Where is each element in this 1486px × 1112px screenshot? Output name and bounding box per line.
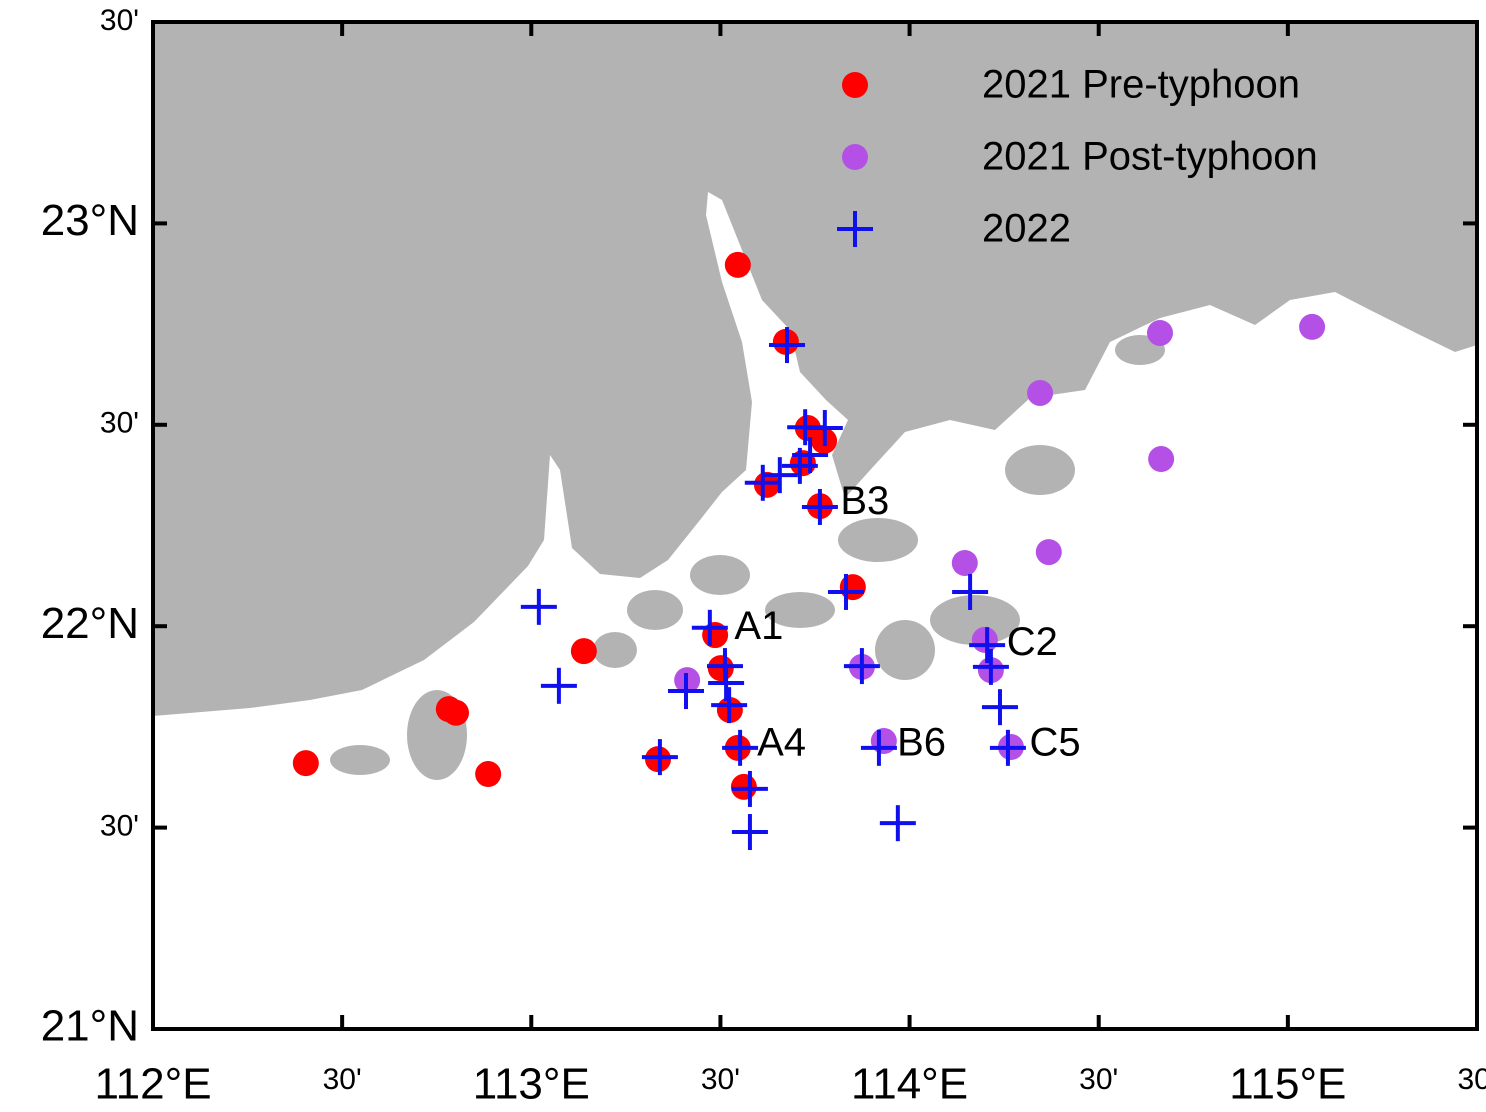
- plus-marker: [801, 488, 838, 525]
- plus-marker: [806, 410, 843, 447]
- circle-marker: [842, 144, 868, 170]
- x-tick-label: 30': [323, 1063, 362, 1096]
- plus-marker: [781, 447, 818, 484]
- island: [330, 745, 390, 775]
- y-tick-label: 23°N: [41, 196, 139, 245]
- circle-marker: [1035, 539, 1062, 566]
- y-tick-label: 22°N: [41, 599, 139, 648]
- station-label: A1: [734, 604, 783, 648]
- circle-marker: [1299, 313, 1326, 340]
- y-tick-label: 21°N: [41, 1002, 139, 1051]
- island: [930, 595, 1020, 645]
- circle-marker: [870, 727, 897, 754]
- plus-marker: [981, 689, 1018, 726]
- station-label: B6: [897, 721, 946, 765]
- circle-marker: [951, 549, 978, 576]
- legend-label: 2022: [982, 207, 1071, 251]
- x-tick-label: 113°E: [473, 1060, 590, 1109]
- circle-marker: [753, 471, 780, 498]
- plus-marker: [641, 739, 678, 776]
- station-label: C2: [1007, 620, 1058, 664]
- x-tick-label: 115°E: [1229, 1060, 1346, 1109]
- island: [838, 518, 918, 562]
- y-tick-label: 30': [100, 4, 139, 37]
- circle-marker: [724, 251, 751, 278]
- circle-marker: [1027, 379, 1054, 406]
- circle-marker: [842, 72, 868, 98]
- plus-marker: [691, 609, 728, 646]
- plus-marker: [520, 588, 557, 625]
- plus-marker: [952, 573, 989, 610]
- x-tick-label: 112°E: [94, 1060, 211, 1109]
- circle-marker: [1146, 319, 1173, 346]
- plus-marker: [711, 687, 748, 724]
- plus-marker: [837, 211, 873, 247]
- island: [627, 590, 683, 630]
- land: [153, 22, 1477, 780]
- plus-marker: [731, 770, 768, 807]
- circle-marker: [443, 699, 470, 726]
- plus-marker: [989, 729, 1026, 766]
- plus-marker: [731, 814, 768, 851]
- plus-marker: [708, 664, 745, 701]
- coastline: [153, 22, 1477, 716]
- plus-marker: [744, 464, 781, 501]
- plus-marker: [722, 729, 759, 766]
- circle-marker: [730, 773, 757, 800]
- plus-marker: [769, 327, 806, 364]
- circle-marker: [570, 638, 597, 665]
- circle-marker: [292, 750, 319, 777]
- x-tick-label: 30': [1079, 1063, 1118, 1096]
- island: [875, 620, 935, 680]
- plus-marker: [761, 457, 798, 494]
- plot-frame: [151, 20, 1479, 1031]
- x-tick-label: 30': [701, 1063, 740, 1096]
- station-label: C5: [1029, 721, 1080, 765]
- circle-marker: [1148, 446, 1175, 473]
- plus-marker: [879, 805, 916, 842]
- plus-marker: [540, 667, 577, 704]
- plus-marker: [860, 729, 897, 766]
- plus-marker: [668, 673, 705, 710]
- x-tick-label: 114°E: [851, 1060, 968, 1109]
- plus-marker: [828, 573, 865, 610]
- y-tick-label: 30': [100, 810, 139, 843]
- y-tick-label: 30': [100, 407, 139, 440]
- island: [765, 592, 835, 628]
- circle-marker: [707, 655, 734, 682]
- plus-marker: [972, 648, 1009, 685]
- island: [593, 632, 637, 668]
- x-tick-label: 30': [1457, 1063, 1486, 1096]
- station-label: A4: [757, 721, 806, 765]
- legend-label: 2021 Post-typhoon: [982, 135, 1318, 179]
- plus-marker: [969, 627, 1006, 664]
- legend-label: 2021 Pre-typhoon: [982, 63, 1300, 107]
- circle-marker: [971, 626, 998, 653]
- island: [690, 555, 750, 595]
- circle-marker: [475, 761, 502, 788]
- circle-marker: [839, 574, 866, 601]
- plus-marker: [843, 648, 880, 685]
- island: [1005, 445, 1075, 495]
- station-label: B3: [840, 479, 889, 523]
